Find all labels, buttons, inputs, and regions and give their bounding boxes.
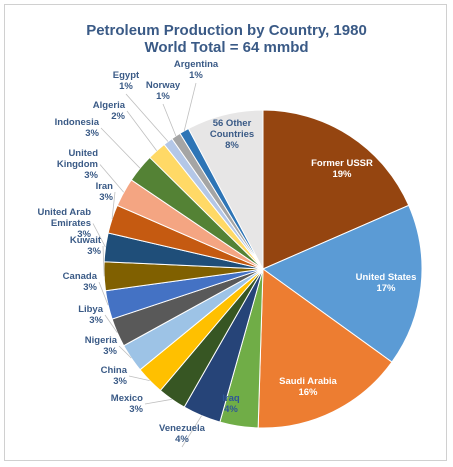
slice-label-iraq: Iraq 4%	[222, 393, 240, 415]
slice-label-venezuela: Venezuela 4%	[159, 423, 206, 445]
chart-title: Petroleum Production by Country, 1980	[86, 22, 367, 39]
leader-line-indonesia	[100, 127, 141, 169]
leader-line-china	[128, 375, 150, 381]
chart-title-block: Petroleum Production by Country, 1980 Wo…	[0, 22, 453, 56]
chart-subtitle: World Total = 64 mmbd	[144, 39, 309, 56]
pie-slices	[103, 109, 423, 429]
leader-line-mexico	[144, 398, 172, 405]
leader-line-venezuela	[181, 415, 202, 448]
slice-label-former-ussr: Former USSR 19%	[311, 158, 373, 180]
leader-line-algeria	[126, 110, 158, 151]
leader-line-norway	[162, 103, 177, 137]
leader-line-iran	[111, 191, 116, 219]
slice-label-saudi-arabia: Saudi Arabia 16%	[279, 376, 337, 398]
slice-label-canada: Canada 3%	[63, 271, 98, 293]
pie-slice-united-states	[261, 204, 423, 363]
leader-line-united-arab-emirates	[92, 223, 106, 248]
pie-slice-former-ussr	[262, 109, 410, 270]
leader-line-united-kingdom	[99, 164, 125, 193]
leader-line-nigeria	[118, 345, 132, 359]
slice-label-indonesia: Indonesia 3%	[55, 117, 100, 139]
slice-label-norway: Norway 1%	[146, 80, 181, 102]
slice-label-china: China 3%	[101, 365, 128, 387]
slice-labels: Former USSR 19% United States 17% Saudi Arab…	[38, 59, 417, 445]
slice-label-algeria: Algeria 2%	[93, 100, 126, 122]
slice-label-iran: Iran 3%	[96, 181, 114, 203]
leader-line-kuwait	[102, 245, 105, 277]
slice-label-nigeria: Nigeria 3%	[85, 335, 118, 357]
leader-line-libya	[104, 314, 118, 333]
slice-label-united-arab-emirates: United Arab Emirates 3%	[38, 207, 92, 240]
pie-slice-saudi-arabia	[257, 268, 393, 429]
slice-label-argentina: Argentina 1%	[174, 59, 219, 81]
slice-label-kuwait: Kuwait 3%	[70, 235, 102, 257]
leader-lines	[92, 82, 202, 448]
slice-label-united-states: United States 17%	[356, 272, 417, 294]
slice-label-56-other-countries: 56 Other Countries 8%	[210, 118, 254, 151]
leader-line-canada	[98, 281, 109, 306]
pie-slice-56-other-countries	[187, 109, 264, 270]
slice-label-libya: Libya 3%	[78, 304, 104, 326]
slice-label-mexico: Mexico 3%	[111, 393, 144, 415]
slice-label-united-kingdom: United Kingdom 3%	[57, 148, 99, 181]
slice-label-egypt: Egypt 1%	[113, 70, 140, 92]
leader-line-egypt	[125, 93, 169, 142]
leader-line-argentina	[183, 82, 197, 131]
